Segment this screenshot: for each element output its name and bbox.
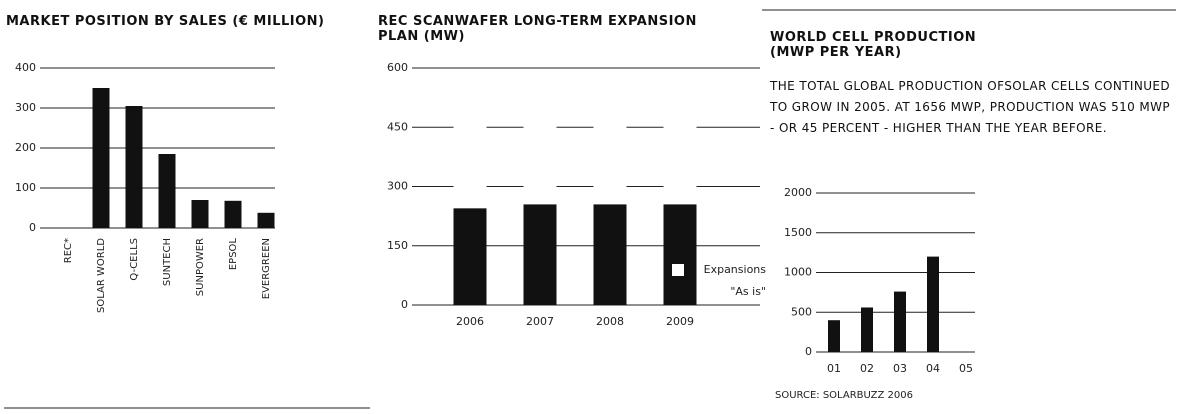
- chart-title: MARKET POSITION BY SALES (€ MILLION): [6, 14, 325, 29]
- y-tick-label: 450: [387, 120, 408, 133]
- legend-swatch: [672, 264, 684, 276]
- bar: [593, 204, 627, 305]
- bar: [927, 256, 939, 352]
- y-tick-label: 0: [29, 221, 36, 234]
- x-tick-label: 2006: [456, 315, 484, 328]
- chart-title: WORLD CELL PRODUCTION (MWp PER YEAR): [770, 30, 977, 60]
- x-tick-label: 2008: [596, 315, 624, 328]
- x-tick-label: EPSOL: [228, 238, 239, 271]
- x-tick-label: SUNTECH: [162, 238, 173, 286]
- legend-swatch: [672, 286, 684, 298]
- bar: [191, 200, 209, 228]
- y-tick-label: 600: [387, 61, 408, 74]
- legend-label: "As is": [730, 285, 766, 298]
- x-tick-label: 02: [860, 362, 874, 375]
- x-tick-label: 03: [893, 362, 907, 375]
- x-tick-label: 01: [827, 362, 841, 375]
- bar: [523, 204, 557, 305]
- y-tick-label: 100: [15, 181, 36, 194]
- bar: [453, 109, 487, 209]
- x-tick-label: EVERGREEN: [261, 238, 272, 299]
- x-tick-label: REC*: [63, 238, 74, 263]
- x-tick-label: Q-CELLS: [129, 238, 140, 281]
- y-tick-label: 300: [15, 101, 36, 114]
- y-tick-label: 500: [791, 305, 812, 318]
- bar: [257, 212, 275, 228]
- source: SOURCE: SOLARBUZZ 2006: [775, 390, 913, 401]
- x-tick-label: 2007: [526, 315, 554, 328]
- y-tick-label: 0: [805, 345, 812, 358]
- bar: [828, 320, 840, 352]
- description: THE TOTAL GLOBAL PRODUCTION OFSOLAR CELL…: [770, 79, 1171, 135]
- bar: [894, 291, 906, 352]
- bar: [663, 105, 697, 205]
- y-tick-label: 1000: [784, 266, 812, 279]
- chart-title: REC SCANWAFER LONG-TERM EXPANSION PLAN (…: [378, 14, 697, 44]
- legend-label: Expansions: [704, 263, 767, 276]
- bar: [523, 105, 557, 205]
- y-tick-label: 1500: [784, 226, 812, 239]
- bar: [453, 208, 487, 305]
- y-tick-label: 300: [387, 180, 408, 193]
- x-tick-label: 2009: [666, 315, 694, 328]
- y-tick-label: 2000: [784, 186, 812, 199]
- bar: [861, 307, 873, 352]
- x-tick-label: SUNPOWER: [195, 238, 206, 296]
- y-tick-label: 0: [401, 298, 408, 311]
- y-tick-label: 200: [15, 141, 36, 154]
- x-tick-label: SOLAR WORLD: [96, 238, 107, 313]
- x-tick-label: 04: [926, 362, 940, 375]
- y-tick-label: 150: [387, 239, 408, 252]
- y-tick-label: 400: [15, 61, 36, 74]
- bar: [593, 105, 627, 205]
- bar: [158, 154, 176, 228]
- x-tick-label: 05: [959, 362, 973, 375]
- bar: [224, 200, 242, 228]
- bar: [92, 88, 110, 228]
- bar: [125, 106, 143, 228]
